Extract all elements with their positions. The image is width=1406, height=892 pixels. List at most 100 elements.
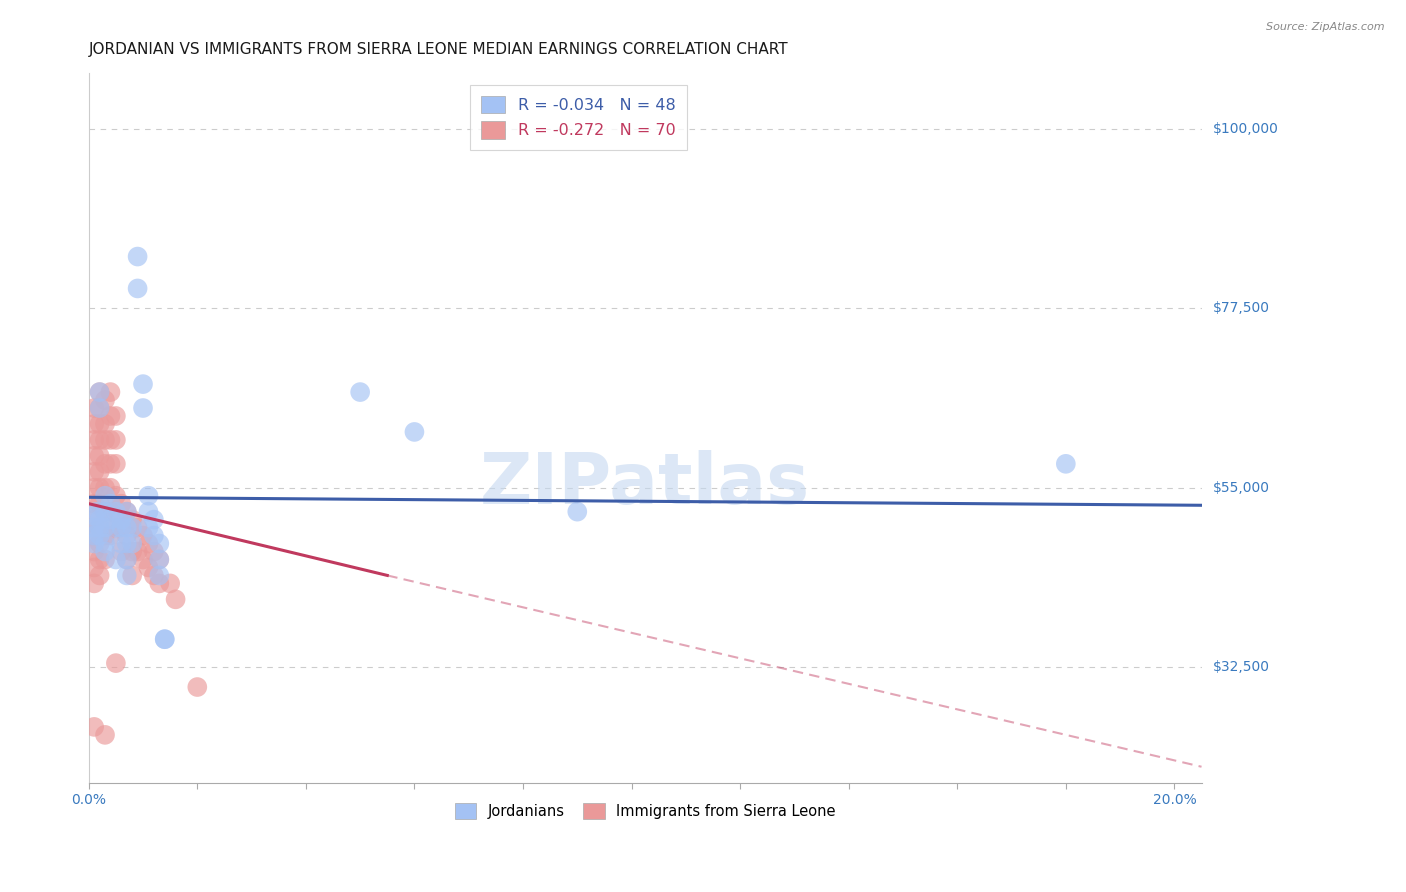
Point bbox=[121, 513, 143, 527]
Point bbox=[115, 536, 138, 550]
Point bbox=[121, 544, 143, 558]
Point bbox=[132, 377, 155, 392]
Point bbox=[186, 680, 208, 694]
Point bbox=[100, 433, 122, 447]
Point bbox=[83, 513, 105, 527]
Point bbox=[115, 552, 138, 566]
Point bbox=[127, 520, 149, 534]
Point bbox=[89, 385, 111, 400]
Point bbox=[127, 281, 149, 295]
Point bbox=[89, 552, 111, 566]
Point bbox=[138, 505, 160, 519]
Point bbox=[89, 433, 111, 447]
Point bbox=[148, 568, 170, 582]
Point bbox=[132, 552, 155, 566]
Point bbox=[132, 528, 155, 542]
Point bbox=[121, 536, 143, 550]
Point bbox=[83, 520, 105, 534]
Point bbox=[89, 481, 111, 495]
Point bbox=[138, 489, 160, 503]
Point bbox=[138, 520, 160, 534]
Point bbox=[165, 592, 187, 607]
Text: ZIPatlas: ZIPatlas bbox=[479, 450, 810, 519]
Point bbox=[100, 457, 122, 471]
Point bbox=[100, 385, 122, 400]
Point bbox=[104, 409, 127, 423]
Point bbox=[83, 720, 105, 734]
Point bbox=[89, 417, 111, 431]
Point bbox=[89, 520, 111, 534]
Point bbox=[94, 544, 117, 558]
Point bbox=[94, 505, 117, 519]
Point bbox=[89, 520, 111, 534]
Point bbox=[127, 544, 149, 558]
Point bbox=[115, 520, 138, 534]
Point bbox=[104, 520, 127, 534]
Point bbox=[404, 425, 426, 439]
Point bbox=[94, 536, 117, 550]
Point bbox=[153, 632, 176, 647]
Point bbox=[110, 520, 132, 534]
Point bbox=[83, 401, 105, 415]
Point bbox=[142, 568, 165, 582]
Point bbox=[89, 465, 111, 479]
Point bbox=[83, 544, 105, 558]
Text: $55,000: $55,000 bbox=[1212, 481, 1270, 495]
Point bbox=[83, 449, 105, 463]
Point bbox=[110, 513, 132, 527]
Point bbox=[83, 560, 105, 574]
Point bbox=[83, 497, 105, 511]
Point bbox=[86, 505, 108, 519]
Text: $32,500: $32,500 bbox=[1212, 660, 1270, 674]
Point bbox=[104, 656, 127, 670]
Point bbox=[138, 560, 160, 574]
Point bbox=[138, 536, 160, 550]
Point bbox=[148, 576, 170, 591]
Point bbox=[83, 536, 105, 550]
Point bbox=[89, 528, 111, 542]
Point bbox=[94, 481, 117, 495]
Point bbox=[89, 568, 111, 582]
Point bbox=[94, 417, 117, 431]
Point bbox=[104, 520, 127, 534]
Point bbox=[94, 552, 117, 566]
Point bbox=[115, 505, 138, 519]
Point bbox=[104, 457, 127, 471]
Point bbox=[100, 409, 122, 423]
Point bbox=[83, 576, 105, 591]
Point bbox=[94, 505, 117, 519]
Point bbox=[89, 449, 111, 463]
Point bbox=[104, 489, 127, 503]
Point bbox=[83, 528, 105, 542]
Point bbox=[100, 528, 122, 542]
Text: $77,500: $77,500 bbox=[1212, 301, 1270, 316]
Point bbox=[142, 528, 165, 542]
Point bbox=[89, 401, 111, 415]
Point bbox=[89, 401, 111, 415]
Point bbox=[153, 632, 176, 647]
Point bbox=[100, 481, 122, 495]
Point bbox=[94, 728, 117, 742]
Point bbox=[142, 513, 165, 527]
Text: Source: ZipAtlas.com: Source: ZipAtlas.com bbox=[1267, 22, 1385, 32]
Point bbox=[115, 528, 138, 542]
Point bbox=[94, 520, 117, 534]
Point bbox=[110, 544, 132, 558]
Point bbox=[94, 528, 117, 542]
Point bbox=[121, 520, 143, 534]
Point bbox=[94, 433, 117, 447]
Point bbox=[104, 433, 127, 447]
Point bbox=[83, 528, 105, 542]
Point bbox=[89, 513, 111, 527]
Point bbox=[94, 457, 117, 471]
Point bbox=[89, 497, 111, 511]
Point bbox=[349, 385, 371, 400]
Point bbox=[89, 385, 111, 400]
Point bbox=[1054, 457, 1077, 471]
Point bbox=[115, 505, 138, 519]
Point bbox=[110, 520, 132, 534]
Point bbox=[115, 552, 138, 566]
Point bbox=[94, 489, 117, 503]
Point bbox=[89, 536, 111, 550]
Point bbox=[121, 568, 143, 582]
